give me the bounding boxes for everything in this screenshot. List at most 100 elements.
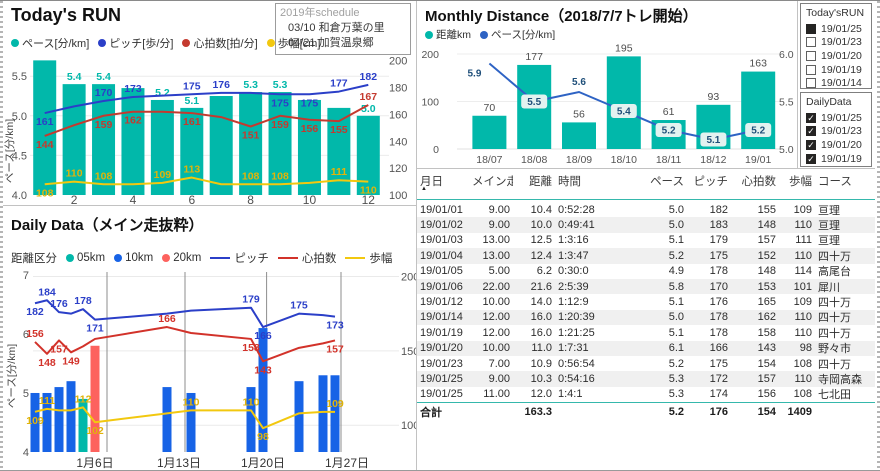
legend-dot-icon [162,254,171,262]
slicer-item-19-01-23[interactable]: ✓ 19/01/23 [806,125,866,139]
table-cell: 2:5:39 [558,280,589,293]
legend-item[interactable]: ペース[分/km] [11,35,89,51]
table-cell: 12.00 [482,311,510,324]
slicer-item-19-01-20[interactable]: 19/01/20 [806,49,866,63]
table-row[interactable]: 19/01/03 13.00 12.5 1:3:16 5.1 179 157 111 亘理 [417,233,875,248]
y-axis-tick: 200 [401,271,416,283]
legend-item[interactable]: 距離km [425,27,471,42]
legend-item[interactable]: ピッチ [210,250,269,266]
legend-item[interactable]: 20km [162,252,201,264]
table-cell: 1:12:9 [558,296,589,309]
table-row[interactable]: 19/01/23 7.00 10.9 0:56:54 5.2 175 154 108 四十万 [417,356,875,371]
slicer-item-label: 19/01/19 [821,63,862,76]
data-label: 177 [525,51,543,63]
table-row[interactable]: 19/01/06 22.00 21.6 2:5:39 5.8 170 153 101 犀川 [417,278,875,295]
table-row[interactable]: 19/01/25 11.00 12.0 1:4:1 5.3 174 156 108 七北田 [417,387,875,402]
data-label: 175 [290,300,308,312]
column-header-7[interactable]: 心拍数 [741,176,777,188]
data-label: 5.3 [243,79,258,91]
daily-data-title-main: Daily Data [11,217,84,234]
table-row[interactable]: 19/01/19 12.00 16.0 1:21:25 5.1 178 158 110 四十万 [417,325,875,340]
slicer-item-19-01-20[interactable]: ✓ 19/01/20 [806,138,866,152]
legend-dot-icon [11,39,19,47]
daily-data-title-paren: （メイン走抜粋） [83,217,204,234]
data-label: 5.1 [184,95,199,107]
table-row[interactable]: 19/01/25 9.00 10.3 0:54:16 5.3 172 157 110 寺岡高森 [417,371,875,387]
table-cell: 109 [793,296,812,309]
slicer-item-19-01-25[interactable]: 19/01/25 [806,22,866,36]
table-row[interactable]: 19/01/05 5.00 6.2 0:30:0 4.9 178 148 114 高尾台 [417,264,875,279]
legend-item[interactable]: 05km [66,252,105,264]
y-axis-tick: 0 [433,144,439,156]
data-label: 178 [74,295,92,307]
column-header-3[interactable]: 距離 [529,176,552,188]
column-header-6[interactable]: ピッチ [693,176,729,188]
table-cell: 5.0 [668,203,684,216]
y-axis-tick: 4 [23,447,29,459]
todays-run-chart[interactable]: 4.0 4.5 5.0 5.5 100 120 140 160 180 200 5.4 5.4 5.2 5… [3,51,416,206]
legend-item[interactable]: 心拍数 [277,250,336,266]
y-axis-tick: 4.0 [12,190,27,202]
slicer-item-19-01-25[interactable]: ✓ 19/01/25 [806,111,866,125]
x-axis-tick: 1月6日 [76,456,113,470]
table-cell: 12.0 [530,388,552,401]
slicer-todays-run: Today'sRUN 19/01/25 19/01/23 19/01/20 19/01/… [800,3,872,89]
table-row[interactable]: 19/01/12 10.00 14.0 1:12:9 5.1 176 165 109 四十万 [417,294,875,309]
slicer-item-19-01-19[interactable]: ✓ 19/01/19 [806,152,866,166]
data-label: 148 [38,357,56,369]
legend-item[interactable]: 歩幅[cm] [266,35,320,51]
data-label: 111 [331,166,348,178]
table-row[interactable]: 19/01/04 13.00 12.4 1:3:47 5.2 175 152 110 四十万 [417,248,875,264]
slicer-item-19-01-23[interactable]: 19/01/23 [806,36,866,50]
column-header-1[interactable]: 月日 ▲ [420,176,443,192]
table-row[interactable]: 19/01/14 12.00 16.0 1:20:39 5.0 178 162 110 四十万 [417,309,875,326]
data-label: 5.4 [617,107,631,118]
legend-item[interactable]: 10km [114,252,153,264]
legend-item-label: ピッチ[歩/分] [109,38,174,50]
table-cell: 16.0 [530,326,552,339]
legend-item[interactable]: ピッチ[歩/分] [98,35,173,51]
column-header-9[interactable]: コース [818,176,852,188]
column-header-5[interactable]: ペース [650,176,684,188]
table-row[interactable]: 19/01/20 10.00 11.0 1:7:31 6.1 166 143 98 野々市 [417,340,875,356]
data-label: 166 [254,330,272,342]
monthly-distance-chart[interactable]: 0 100 200 5.0 5.5 6.0 70 18/07 177 18/08 56 18/09 19… [417,41,798,169]
table-row[interactable]: 19/01/01 9.00 10.4 0:52:28 5.0 182 155 109 亘理 [417,202,875,217]
slicer-item-label: 19/01/23 [821,36,862,49]
legend-item[interactable]: ペース[分/km] [480,27,555,42]
column-header-8[interactable]: 歩幅 [789,176,812,188]
column-header-4[interactable]: 時間 [558,176,581,188]
table-row[interactable]: 19/01/02 9.00 10.0 0:49:41 5.0 183 148 110 亘理 [417,217,875,233]
data-label: 108 [95,170,113,182]
table-cell: 12.00 [482,326,510,339]
table-cell: 114 [794,265,812,278]
slicer-item-19-01-14[interactable]: 19/01/14 [806,76,866,88]
y-axis-tick: 6 [23,329,29,341]
legend-item[interactable]: 心拍数[拍/分] [182,35,258,51]
page-edge-dots-left [0,1,3,470]
data-label: 176 [50,298,68,310]
column-header-2[interactable]: メイン走 [472,176,513,188]
data-label: 5.9 [467,69,481,80]
table-cell: 19/01/25 [420,388,463,401]
table-cell: 101 [793,280,812,293]
page-edge-dots-right [877,1,880,470]
table-total-cell: 1409 [787,405,812,418]
table-cell: 19/01/12 [420,296,463,309]
data-label: 108 [242,170,260,182]
table-cell: 19/01/06 [420,280,463,293]
slicer-item-19-01-19[interactable]: 19/01/19 [806,63,866,77]
daily-data-chart[interactable]: 20015010076541月6日1月13日1月20日1月27日18218417… [3,266,416,471]
todays-run-legend: ペース[分/km] ピッチ[歩/分] 心拍数[拍/分] 歩幅[cm] [11,35,320,51]
table-cell: 162 [757,311,776,324]
data-label: 173 [124,83,142,95]
data-label: 166 [158,313,176,325]
monthly-title-paren: （2018/7/7トレ開始） [549,8,698,25]
legend-item[interactable]: 歩幅 [345,250,392,266]
table-cell: 9.00 [488,372,510,385]
y-axis-tick: 140 [389,136,407,148]
table-cell: 高尾台 [818,266,851,279]
table-total-row: 合計 163.3 5.2 176 154 1409 [417,402,875,420]
data-label: 179 [242,294,260,306]
table-cell: 158 [757,326,776,339]
